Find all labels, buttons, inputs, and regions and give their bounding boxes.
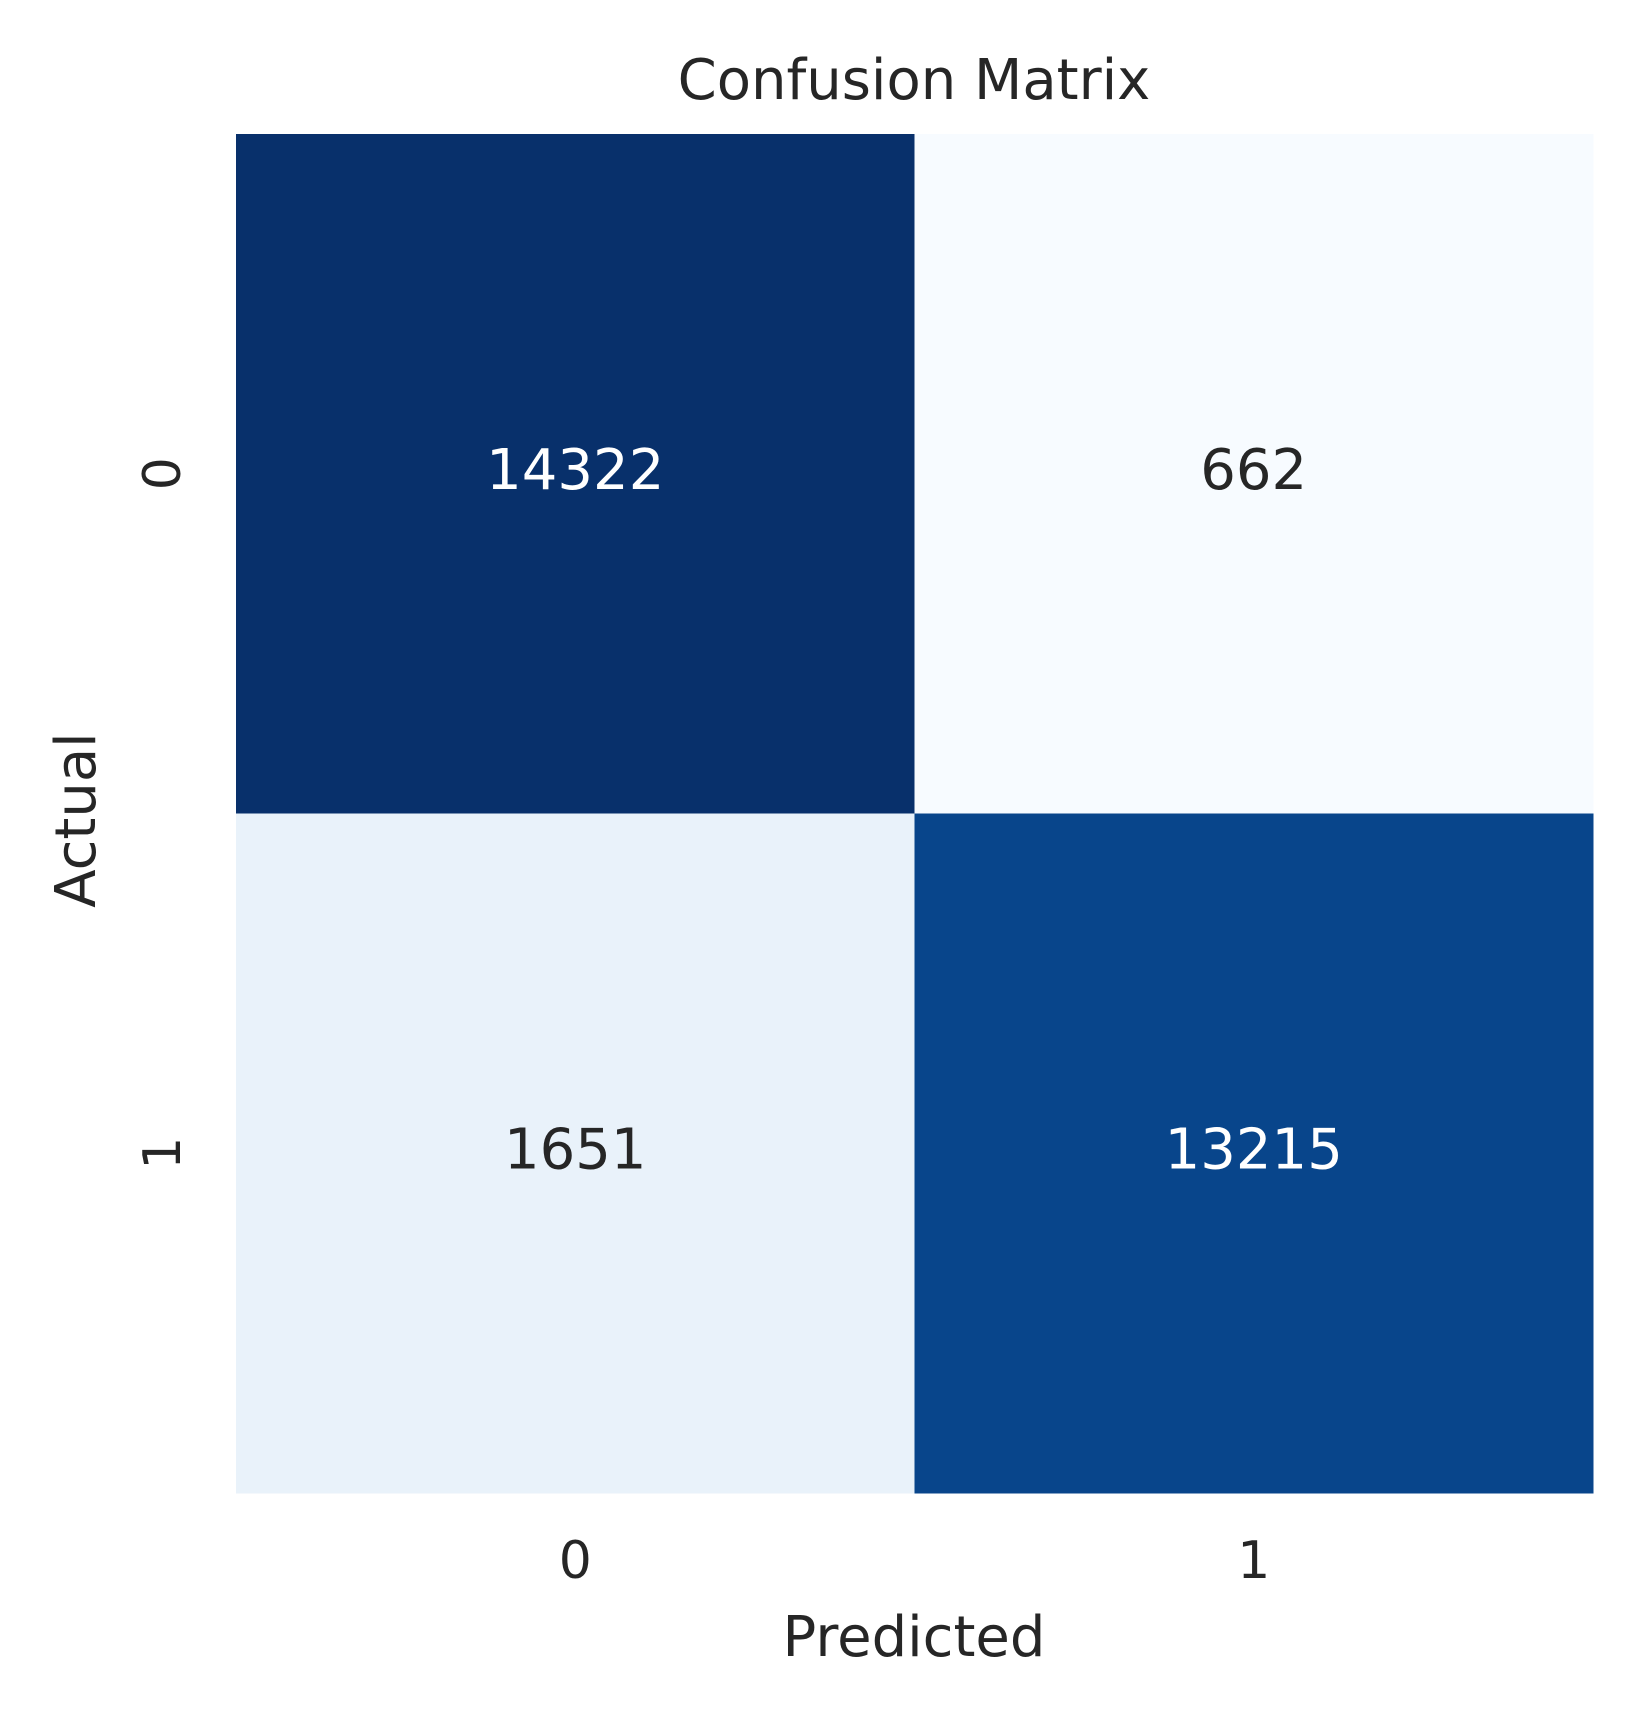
heatmap-cell [236,813,915,1494]
x-tick-label: 1 [1237,1531,1270,1591]
y-tick-label: 0 [133,457,193,490]
chart-title: Confusion Matrix [678,48,1151,113]
x-axis-label: Predicted [783,1605,1046,1670]
x-tick-label: 0 [559,1531,592,1591]
heatmap-cell [914,813,1594,1494]
y-axis-label: Actual [44,732,109,907]
heatmap-cell [236,134,915,814]
cell-label: 14322 [486,438,664,503]
heatmap-cell [914,134,1594,814]
cell-label: 1651 [504,1117,647,1182]
cell-label: 13215 [1165,1117,1343,1182]
y-tick-label: 1 [133,1137,193,1170]
cell-label: 662 [1200,438,1307,503]
